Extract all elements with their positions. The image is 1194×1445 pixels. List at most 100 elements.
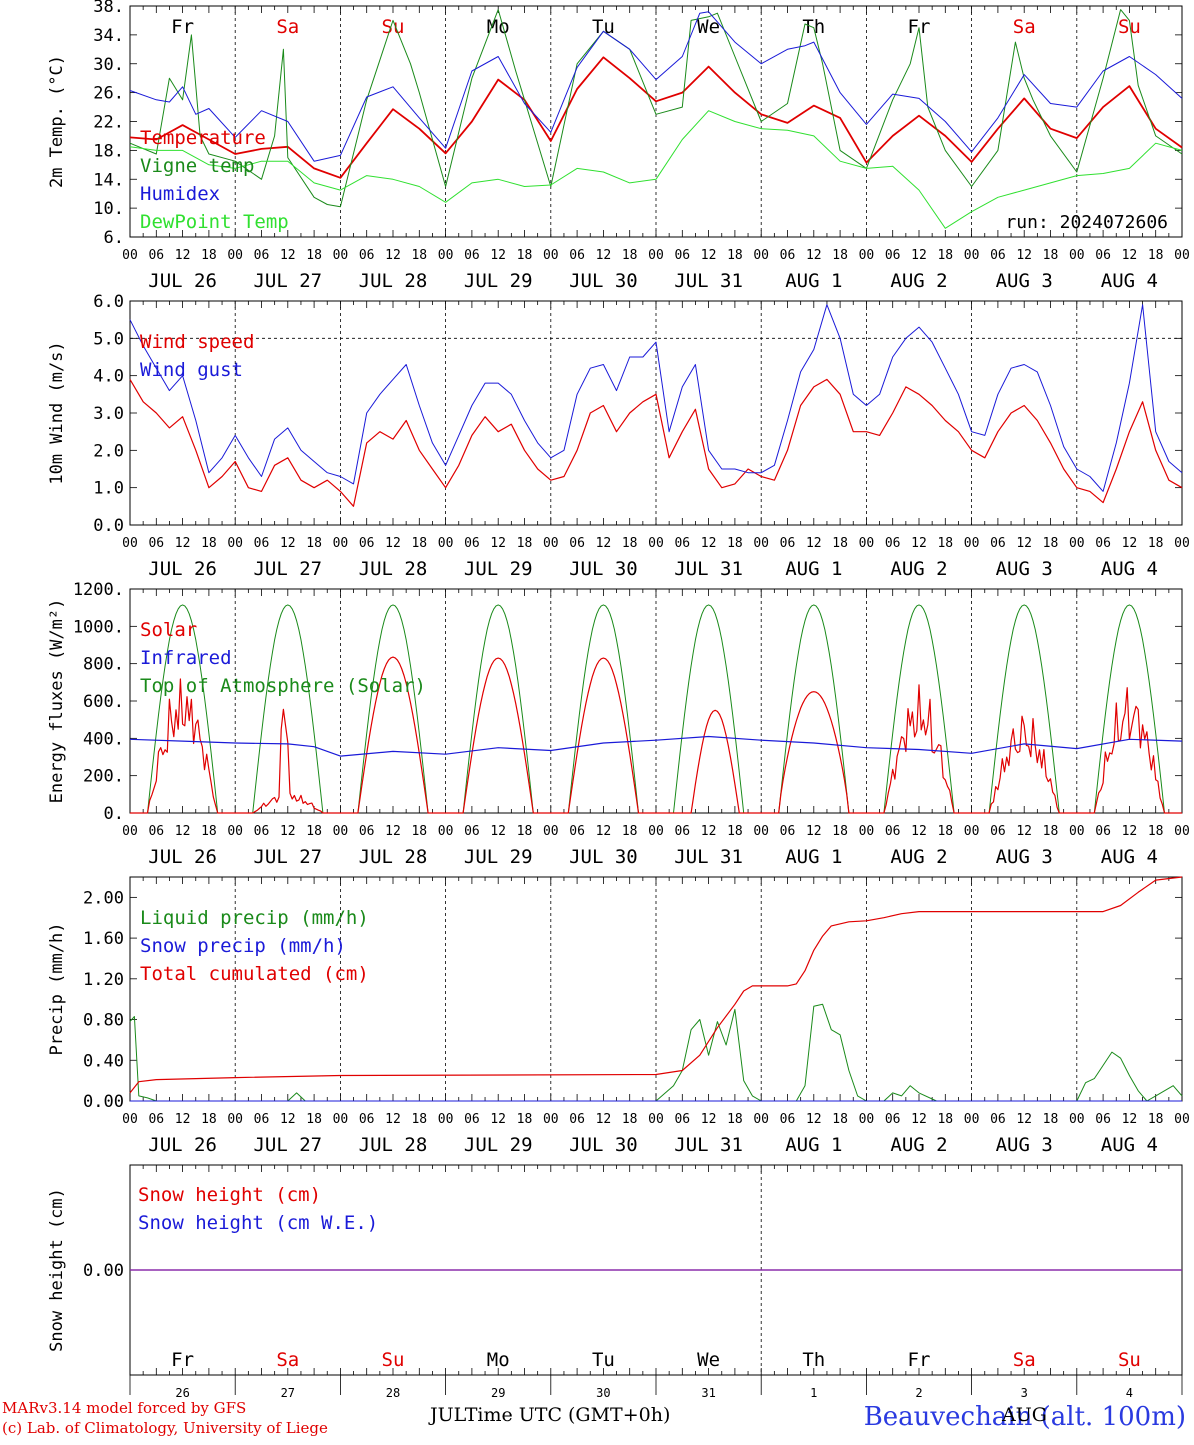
date-label: JUL 30 [569, 1134, 638, 1156]
date-label: JUL 30 [569, 846, 638, 868]
hour-tick-label: 06 [464, 1112, 480, 1127]
y-tick-label: 200. [83, 767, 124, 787]
hour-tick-label: 00 [543, 248, 559, 263]
hour-tick-label: 00 [333, 248, 349, 263]
hour-tick-label: 06 [1095, 536, 1111, 551]
hour-tick-label: 06 [990, 248, 1006, 263]
hour-tick-label: 18 [517, 536, 533, 551]
panel-temperature: 6. 10. 14. 18. 22. 26. 30. 34. 38. 2m Temp. (°C) 0… [47, 0, 1190, 292]
panel-frame [129, 588, 1183, 814]
y-tick-label: 30. [93, 55, 124, 75]
hour-tick-label: 00 [753, 248, 769, 263]
date-label: JUL 31 [674, 558, 743, 580]
series-line-humidex [129, 11, 1183, 162]
y-tick-label: 2.00 [83, 888, 124, 908]
date-label: JUL 27 [253, 270, 322, 292]
legend-item: Top of Atmosphere (Solar) [140, 675, 426, 697]
hour-tick-label: 06 [885, 1112, 901, 1127]
hour-tick-label: 00 [1069, 1112, 1085, 1127]
date-label: JUL 28 [359, 558, 428, 580]
hour-tick-label: 12 [1016, 1112, 1032, 1127]
hour-tick-label: 06 [569, 536, 585, 551]
date-label: AUG 3 [996, 270, 1053, 292]
date-label: AUG 4 [1101, 270, 1158, 292]
y-tick-label: 22. [93, 113, 124, 133]
legend-item: Liquid precip (mm/h) [140, 907, 369, 929]
date-label: AUG 2 [890, 1134, 947, 1156]
hour-tick-label: 00 [1069, 824, 1085, 839]
hour-tick-label: 12 [911, 824, 927, 839]
hour-tick-label: 12 [1016, 824, 1032, 839]
hour-tick-label: 06 [1095, 824, 1111, 839]
hour-tick-label: 18 [1148, 1112, 1164, 1127]
day-number-label: 31 [701, 1386, 715, 1400]
y-tick-label: 800. [83, 655, 124, 675]
hour-tick-label: 00 [859, 248, 875, 263]
hour-tick-label: 06 [780, 248, 796, 263]
hour-tick-label: 00 [543, 536, 559, 551]
hour-tick-label: 18 [727, 248, 743, 263]
hour-tick-label: 12 [596, 248, 612, 263]
y-tick-label: 5.0 [93, 329, 124, 349]
y-tick-label: 6.0 [93, 292, 124, 312]
hour-tick-label: 18 [622, 248, 638, 263]
hour-tick-label: 12 [385, 1112, 401, 1127]
hour-tick-label: 12 [701, 1112, 717, 1127]
hour-tick-label: 12 [1016, 536, 1032, 551]
y-tick-label: 0.00 [83, 1092, 124, 1112]
date-label: AUG 3 [996, 558, 1053, 580]
hour-tick-label: 12 [175, 536, 191, 551]
day-name-label: Sa [276, 16, 299, 38]
hour-tick-label: 18 [622, 824, 638, 839]
hour-tick-label: 18 [832, 824, 848, 839]
y-axis-label: Precip (mm/h) [47, 922, 67, 1055]
hour-tick-label: 12 [1122, 536, 1138, 551]
hour-tick-label: 00 [859, 1112, 875, 1127]
hour-tick-label: 06 [1095, 248, 1111, 263]
hour-tick-label: 00 [1174, 1112, 1190, 1127]
panel-snow: 0.00 Snow height (cm) Fr 26 Sa 27 Su 28 Mo 29 Tu 30… [47, 1164, 1183, 1400]
hour-tick-label: 06 [569, 824, 585, 839]
date-label: AUG 4 [1101, 1134, 1158, 1156]
date-label: JUL 31 [674, 270, 743, 292]
date-label: JUL 31 [674, 1134, 743, 1156]
hour-tick-label: 00 [859, 824, 875, 839]
hour-tick-label: 06 [359, 1112, 375, 1127]
day-name-label: Su [1118, 16, 1141, 38]
y-tick-label: 34. [93, 26, 124, 46]
legend-item: Temperature [140, 127, 266, 149]
date-label: JUL 26 [148, 558, 217, 580]
hour-tick-label: 06 [359, 248, 375, 263]
hour-tick-label: 00 [964, 248, 980, 263]
day-number-label: 4 [1126, 1386, 1133, 1400]
hour-tick-label: 18 [727, 1112, 743, 1127]
hour-tick-label: 18 [411, 248, 427, 263]
series-line-temperature [129, 56, 1183, 179]
day-name-label: Fr [171, 16, 194, 38]
legend-item: Snow precip (mm/h) [140, 935, 346, 957]
y-tick-label: 0.00 [83, 1261, 124, 1281]
hour-tick-label: 06 [254, 1112, 270, 1127]
legend-item: Vigne temp [140, 155, 254, 177]
hour-tick-label: 00 [543, 824, 559, 839]
y-axis-label: Energy fluxes (W/m²) [47, 599, 67, 804]
hour-tick-label: 06 [990, 824, 1006, 839]
hour-tick-label: 00 [648, 1112, 664, 1127]
y-tick-label: 26. [93, 84, 124, 104]
date-label: JUL 30 [569, 270, 638, 292]
hour-tick-label: 00 [227, 248, 243, 263]
hour-tick-label: 18 [1043, 824, 1059, 839]
hour-tick-label: 00 [1174, 248, 1190, 263]
y-tick-label: 1.0 [93, 479, 124, 499]
hour-tick-label: 00 [648, 824, 664, 839]
day-number-label: 28 [386, 1386, 400, 1400]
month-label-left: JUL [430, 1404, 465, 1426]
hour-tick-label: 12 [701, 536, 717, 551]
hour-tick-label: 12 [596, 536, 612, 551]
series-line-liquid-precip-mm-h- [129, 1003, 1183, 1102]
hour-tick-label: 00 [227, 536, 243, 551]
hour-tick-label: 06 [1095, 1112, 1111, 1127]
date-label: AUG 2 [890, 270, 947, 292]
date-label: JUL 26 [148, 846, 217, 868]
hour-tick-label: 12 [280, 248, 296, 263]
